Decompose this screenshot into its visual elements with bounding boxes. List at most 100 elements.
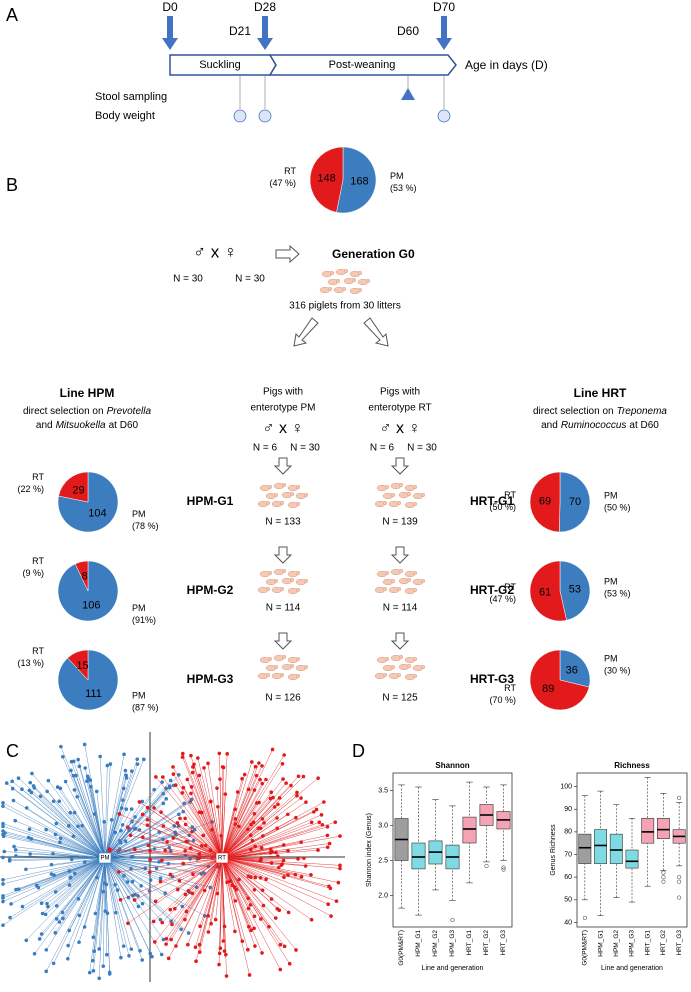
category-label: PM — [390, 171, 404, 181]
arrow — [273, 632, 293, 650]
point — [150, 954, 154, 959]
spoke — [154, 857, 223, 943]
point — [83, 766, 87, 770]
point — [326, 902, 330, 907]
spoke — [221, 857, 312, 920]
point — [91, 958, 95, 963]
point — [14, 887, 18, 892]
point — [36, 885, 41, 890]
point — [190, 825, 195, 829]
point — [233, 929, 237, 934]
piglet-head — [357, 270, 363, 276]
point — [271, 795, 275, 800]
point — [278, 967, 283, 972]
point — [39, 901, 44, 906]
spoke — [74, 789, 106, 859]
spoke — [221, 857, 236, 901]
piglet-head — [351, 277, 357, 283]
spoke — [104, 754, 125, 859]
slice-label: 36 — [566, 665, 578, 677]
point — [118, 840, 123, 845]
point — [252, 914, 257, 919]
point — [114, 910, 118, 915]
pie-slice — [58, 471, 89, 503]
point — [72, 788, 77, 792]
point — [225, 752, 229, 756]
spoke — [79, 857, 106, 916]
point — [105, 763, 110, 768]
spoke — [104, 799, 192, 859]
point — [253, 764, 258, 769]
desc-part: Treponema — [617, 406, 668, 417]
point — [126, 921, 130, 926]
point — [191, 872, 195, 876]
arrow — [390, 632, 410, 650]
category-label: RT — [284, 166, 296, 176]
point — [151, 919, 156, 924]
point — [180, 751, 185, 756]
point — [77, 913, 82, 918]
point — [44, 948, 49, 952]
spoke — [221, 802, 257, 859]
box — [411, 842, 426, 870]
outlier — [450, 917, 455, 923]
point — [281, 858, 286, 863]
point — [94, 789, 99, 794]
piglet-head — [265, 500, 271, 506]
point — [1, 834, 6, 839]
point — [7, 859, 12, 863]
spoke — [104, 765, 108, 859]
pie-slice — [529, 471, 561, 533]
spoke — [221, 761, 253, 859]
x-tick-label: HPM_G2 — [432, 930, 439, 957]
spoke — [221, 857, 302, 878]
point — [159, 952, 164, 957]
arrow — [273, 546, 293, 564]
piglet-head — [295, 673, 301, 679]
point — [206, 930, 211, 934]
point — [164, 942, 168, 946]
piglet-head — [267, 484, 273, 490]
spoke — [171, 857, 223, 925]
piglet-head — [420, 664, 426, 670]
piglet-head — [396, 672, 402, 678]
spoke — [221, 822, 320, 859]
spoke — [26, 807, 106, 859]
x-tick-label: HRT_G2 — [660, 930, 667, 956]
piglet-head — [420, 492, 426, 498]
box — [625, 849, 639, 869]
point — [27, 827, 32, 831]
y-tick-label: 90 — [564, 806, 572, 813]
spoke — [104, 857, 161, 879]
category-label: RT — [504, 490, 516, 500]
point — [8, 915, 12, 920]
spoke — [6, 782, 106, 859]
piglet-head — [382, 500, 388, 506]
spoke — [221, 789, 255, 859]
point — [170, 922, 174, 927]
percent-label: (91%) — [132, 615, 156, 625]
point — [247, 973, 252, 977]
piglet-head — [289, 577, 295, 583]
point — [32, 786, 37, 790]
point — [166, 956, 171, 961]
spoke — [9, 857, 106, 862]
point — [177, 879, 182, 883]
piglet-head — [279, 500, 285, 506]
spoke — [73, 775, 106, 859]
spoke — [219, 779, 223, 859]
spoke — [221, 797, 280, 859]
n-label: N = 126 — [265, 693, 301, 704]
point — [269, 790, 274, 795]
spoke — [93, 857, 106, 952]
point — [199, 810, 204, 815]
point — [259, 846, 264, 850]
day-label: D70 — [433, 0, 455, 14]
spoke — [75, 775, 106, 859]
point — [322, 800, 326, 804]
spoke — [221, 847, 262, 859]
spoke — [10, 857, 106, 905]
point — [174, 944, 178, 948]
piglet-head — [295, 656, 301, 662]
piglet-head — [412, 673, 418, 679]
